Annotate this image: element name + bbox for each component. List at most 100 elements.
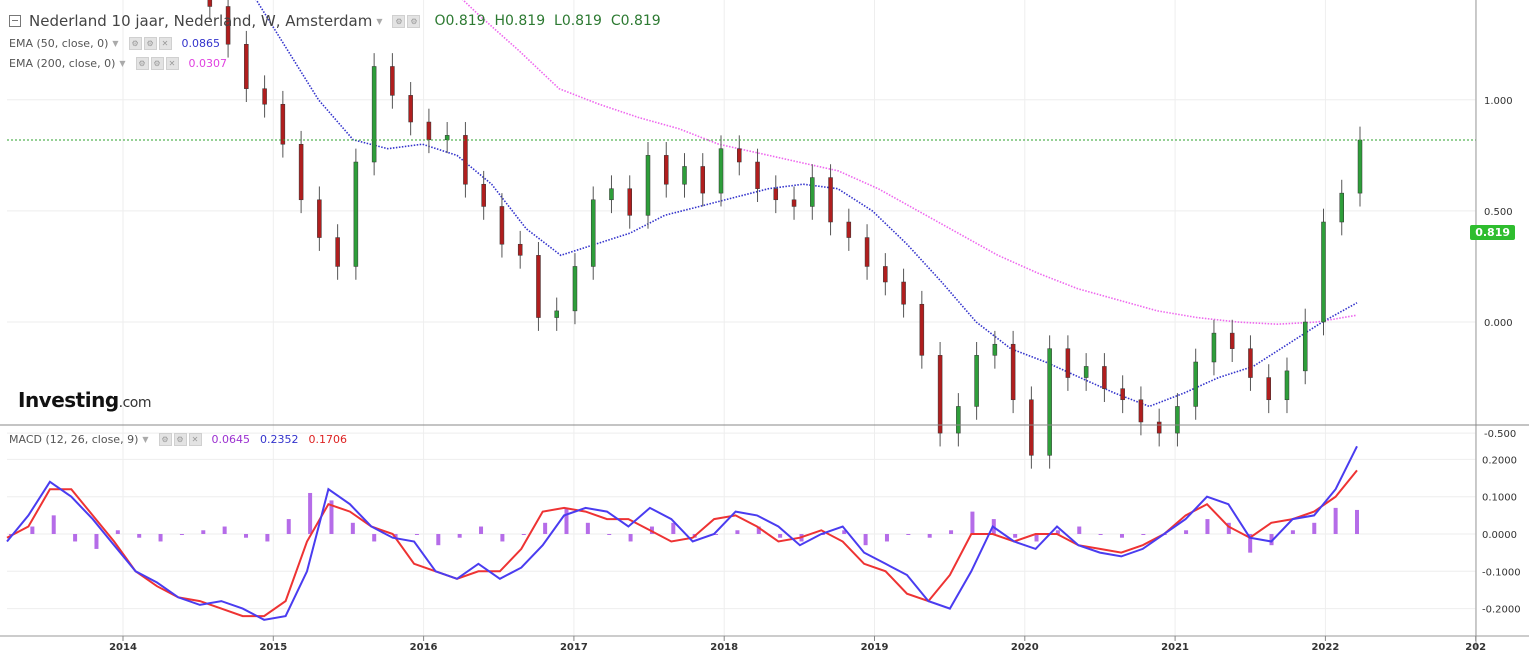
chevron-down-icon[interactable]: ▼ [119,59,126,68]
macd-histogram-bar [286,519,291,534]
candle-body [280,103,286,145]
candle-body [463,135,468,185]
macd-histogram-bar [949,530,954,534]
candle-body [1120,388,1125,401]
macd-histogram-bar [1141,534,1146,535]
candle-body [572,266,578,312]
time-tick-label: 2018 [710,642,738,653]
time-tick-label: 2022 [1311,642,1339,653]
macd-histogram-bar [970,511,975,534]
macd-histogram-bar [179,534,184,535]
candle-body [353,161,359,267]
candle-body [408,95,413,123]
macd-histogram-bar [585,522,590,534]
high-value: H0.819 [494,13,546,29]
candle-body [645,155,651,216]
candle-body [517,243,523,256]
price-tick-label: -0.500 [1484,429,1516,440]
ema50-controls[interactable]: ⚙ ⚙ ✕ [128,37,172,50]
macd-line-value: 0.2352 [260,433,299,446]
macd-line [6,445,1358,621]
macd-histogram-bar [350,522,355,534]
macd-histogram-bar [906,534,911,535]
macd-histogram-bar [564,507,569,534]
macd-histogram-bar [201,530,206,534]
candle-body [262,88,267,105]
macd-histogram-bar [1184,530,1189,534]
time-tick-label: 2019 [861,642,889,653]
open-value: O0.819 [434,13,486,29]
macd-histogram-bar [457,534,462,538]
macd-histogram-bar [1034,534,1039,542]
macd-tick-label: -0.1000 [1482,567,1521,578]
macd-histogram-bar [543,522,548,534]
collapse-icon[interactable] [9,15,21,27]
time-tick-label: 202 [1465,642,1486,653]
candle-body [718,148,724,194]
series-settings-controls[interactable]: ⚙ ⚙ [392,14,421,28]
macd-signal-line [6,469,1358,618]
macd-label: MACD (12, 26, close, 9) [9,433,139,446]
candle-body [810,177,815,207]
candle-body [1065,348,1071,378]
macd-tick-label: 0.2000 [1482,455,1517,466]
close-value: C0.819 [610,13,661,29]
candle-body [444,135,450,141]
price-tick-label: 1.000 [1484,96,1513,107]
chevron-down-icon[interactable]: ▼ [142,435,149,444]
candle-body [499,206,505,245]
macd-histogram-bar [927,534,932,538]
candle-body [426,121,432,141]
time-tick-label: 2016 [410,642,438,653]
macd-histogram-bar [778,534,783,538]
ohlc-readout: O0.819 H0.819 L0.819 C0.819 [434,13,660,29]
candle-body [225,6,231,45]
chevron-down-icon[interactable]: ▼ [376,16,383,26]
macd-legend: MACD (12, 26, close, 9) ▼ ⚙ ⚙ ✕ 0.0645 0.2… [9,433,347,446]
macd-histogram-bar [308,492,313,534]
macd-controls[interactable]: ⚙ ⚙ ✕ [158,433,202,446]
macd-histogram-bar [30,526,35,534]
macd-histogram-bar [756,526,761,534]
candle-body [828,177,833,223]
candle-body [663,155,669,185]
ema50-line [255,0,1358,408]
candle-body [481,183,486,207]
macd-histogram-bar [1098,534,1103,535]
macd-histogram-bar [1290,530,1295,534]
candle-body [1284,370,1290,401]
candle-body [682,166,687,185]
macd-histogram-bar [1355,509,1359,534]
macd-tick-label: -0.2000 [1482,605,1521,616]
candle-body [317,199,322,238]
price-tick-label: 0.000 [1484,318,1513,329]
macd-histogram-bar [863,534,868,546]
macd-histogram-bar [1226,522,1231,534]
macd-histogram-bar [436,534,441,546]
candle-body [207,0,213,7]
investing-logo: Investing.com [18,388,152,412]
macd-histogram-bar [500,534,505,542]
time-tick-label: 2017 [560,642,588,653]
macd-histogram-bar [521,534,526,535]
candle-body [298,143,304,201]
macd-histogram-bar [479,526,484,534]
macd-hist-value: 0.0645 [211,433,251,446]
candle-body [1193,361,1198,407]
candle-body [1248,348,1253,378]
candle-body [1029,399,1034,456]
candle-body [1175,406,1180,434]
chevron-down-icon[interactable]: ▼ [112,39,119,48]
macd-histogram-bar [607,534,612,535]
macd-histogram-bar [1333,507,1338,534]
macd-histogram-bar [842,530,847,534]
macd-histogram-bar [1248,534,1253,553]
ema200-controls[interactable]: ⚙ ⚙ ✕ [135,57,179,70]
last-price-tag: 0.819 [1470,225,1515,240]
candle-body [992,343,998,356]
ema50-label: EMA (50, close, 0) [9,37,109,50]
candle-body [1357,139,1363,194]
candle-body [1211,332,1217,363]
candle-body [1138,399,1144,423]
